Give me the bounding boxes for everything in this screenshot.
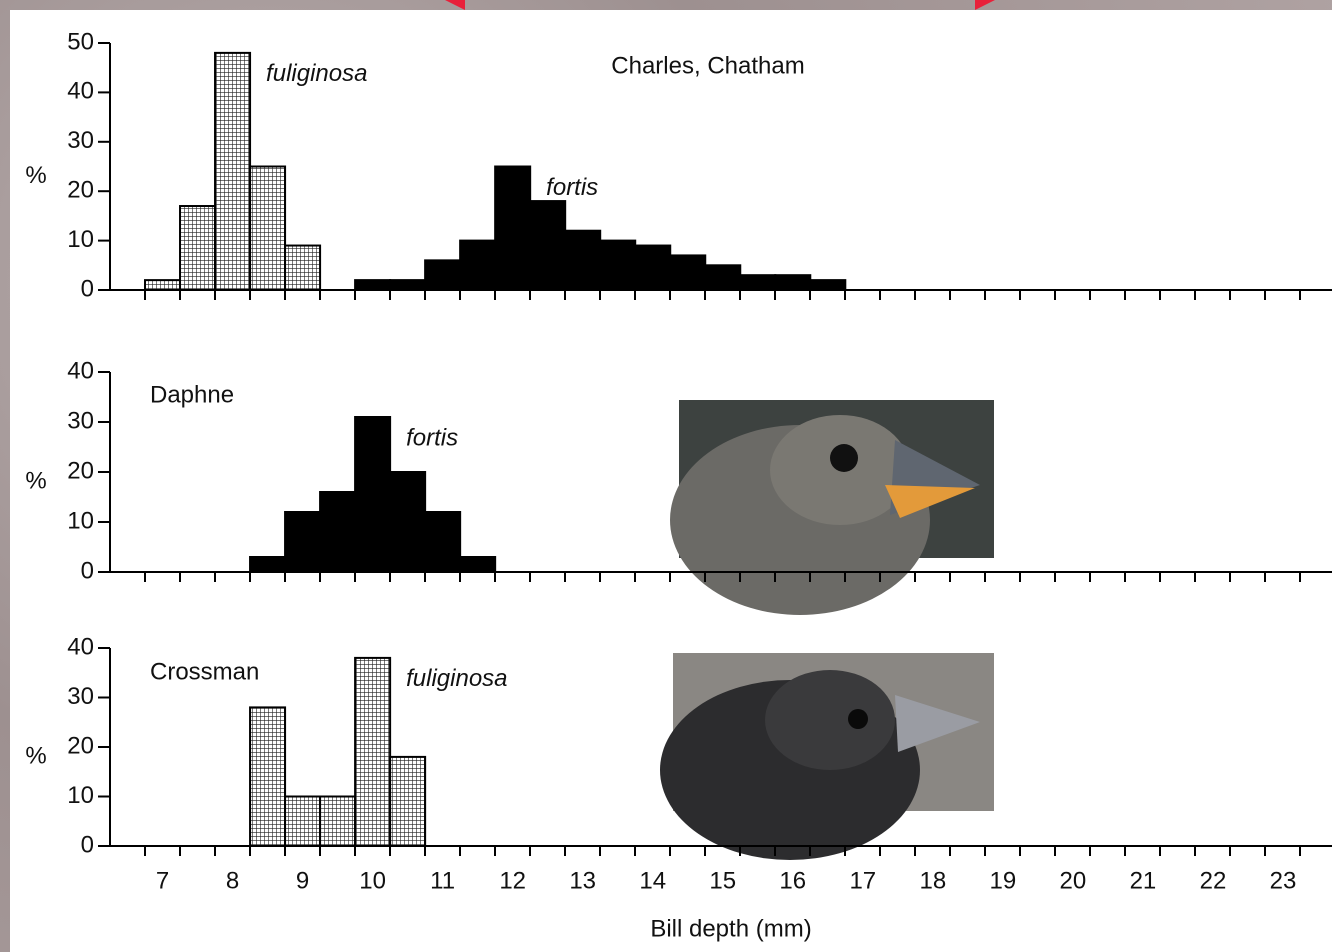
panel-title: Crossman: [150, 658, 259, 685]
arrow-mark: [445, 0, 465, 10]
y-tick-label: 20: [67, 177, 94, 204]
series-label: fuliginosa: [406, 665, 507, 692]
x-tick-label: 18: [919, 867, 946, 894]
histogram-bar: [249, 165, 287, 291]
histogram-bar: [389, 755, 427, 848]
x-tick-label: 23: [1270, 867, 1297, 894]
histogram-bar: [284, 795, 322, 847]
histogram-bar: [354, 416, 392, 573]
y-tick-label: 50: [67, 28, 94, 55]
histogram-bar: [389, 279, 427, 291]
histogram-bar: [704, 264, 742, 291]
y-axis-label: %: [25, 742, 46, 769]
x-tick-label: 19: [990, 867, 1017, 894]
x-tick-label: 8: [226, 867, 239, 894]
histogram-bar: [144, 279, 182, 291]
histogram-bar: [599, 239, 637, 292]
y-tick-label: 30: [67, 127, 94, 154]
y-tick-label: 10: [67, 782, 94, 809]
x-axis-label: Bill depth (mm): [650, 915, 811, 942]
y-tick-label: 40: [67, 357, 94, 384]
histogram-bar: [424, 259, 462, 291]
histogram-bar: [284, 244, 322, 291]
y-tick-label: 40: [67, 78, 94, 105]
y-tick-label: 40: [67, 633, 94, 660]
histogram-bar: [389, 471, 427, 573]
y-tick-label: 10: [67, 507, 94, 534]
x-tick-label: 21: [1130, 867, 1157, 894]
panel-title: Charles, Chatham: [611, 52, 804, 79]
y-tick-label: 20: [67, 732, 94, 759]
x-tick-label: 16: [779, 867, 806, 894]
x-tick-label: 13: [569, 867, 596, 894]
x-tick-label: 22: [1200, 867, 1227, 894]
histogram-bar: [669, 254, 707, 291]
y-axis-label: %: [25, 162, 46, 189]
x-tick-label: 7: [156, 867, 169, 894]
histogram-bar: [459, 556, 497, 573]
y-tick-label: 20: [67, 457, 94, 484]
y-axis-label: %: [25, 467, 46, 494]
y-tick-label: 10: [67, 226, 94, 253]
x-tick-label: 11: [430, 867, 455, 894]
histogram-bar: [494, 165, 532, 291]
y-tick-label: 0: [81, 557, 94, 584]
histogram-bar: [459, 239, 497, 292]
histogram-bar: [319, 491, 357, 573]
histogram-bar: [214, 51, 252, 291]
x-tick-label: 17: [849, 867, 876, 894]
histogram-bar: [284, 511, 322, 573]
y-tick-label: 0: [81, 275, 94, 302]
histogram-bar: [354, 279, 392, 291]
x-tick-label: 20: [1060, 867, 1087, 894]
histogram-bar: [424, 511, 462, 573]
y-tick-label: 0: [81, 831, 94, 858]
histogram-bar: [319, 795, 357, 847]
paper: [10, 10, 1332, 952]
arrow-mark: [975, 0, 995, 10]
series-label: fuliginosa: [266, 60, 367, 87]
y-tick-label: 30: [67, 407, 94, 434]
x-tick-label: 10: [359, 867, 386, 894]
histogram-bar: [774, 274, 812, 291]
series-label: fortis: [406, 424, 458, 451]
histogram-bar: [564, 229, 602, 291]
histogram-bar: [249, 706, 287, 848]
histogram-bar: [249, 556, 287, 573]
histogram-bar: [634, 244, 672, 291]
x-tick-label: 12: [499, 867, 526, 894]
histogram-bar: [529, 200, 567, 291]
x-tick-label: 15: [709, 867, 736, 894]
histogram-bar: [179, 205, 217, 292]
panel-title: Daphne: [150, 381, 234, 408]
bird-photo: [670, 400, 994, 615]
y-tick-label: 30: [67, 683, 94, 710]
x-tick-label: 14: [639, 867, 666, 894]
bird-photo: [660, 653, 994, 860]
x-tick-label: 9: [296, 867, 309, 894]
histogram-bar: [354, 656, 392, 848]
series-label: fortis: [546, 174, 598, 201]
histogram-bar: [739, 274, 777, 291]
histogram-bar: [809, 279, 847, 291]
